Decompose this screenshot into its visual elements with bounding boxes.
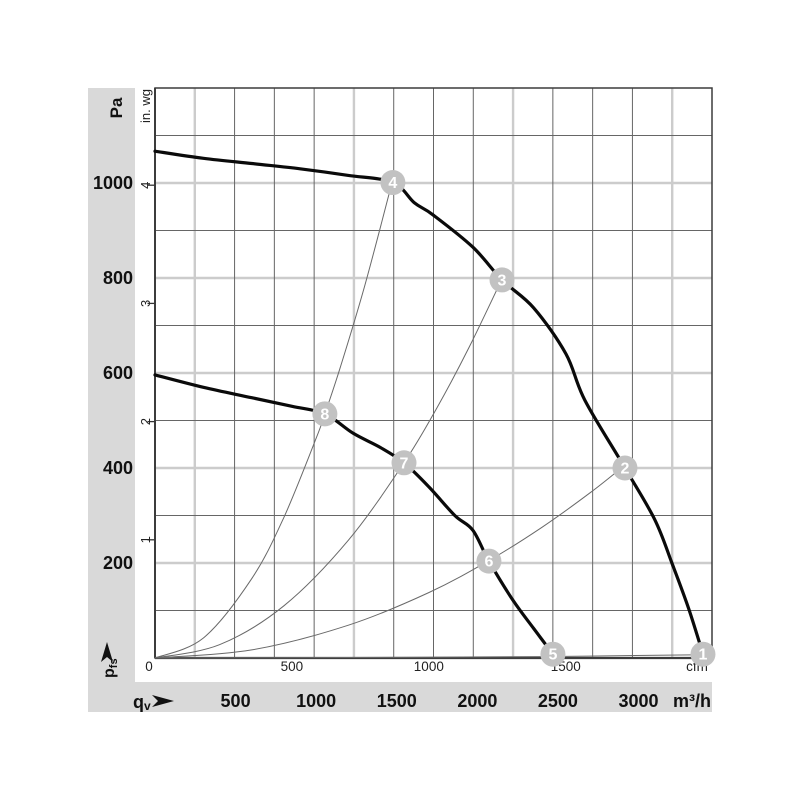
flow-direction-arrow-icon [152,695,174,707]
m3h-tick-label: 3000 [618,691,658,711]
operating-point-3 [489,267,515,293]
pa-tick-label: 1000 [93,173,133,193]
inwg-tick-label: 3 [138,300,153,307]
operating-point-5 [540,641,566,667]
m3h-tick-label: 2500 [538,691,578,711]
fan-curve-high-speed [153,149,705,656]
m3h-tick-label: 1500 [377,691,417,711]
operating-point-8 [312,401,338,427]
operating-point-1 [690,641,716,667]
operating-point-label-2: 2 [621,461,630,478]
operating-point-2 [612,455,638,481]
operating-point-label-6: 6 [484,554,493,571]
cfm-tick-label: 500 [281,659,304,674]
left-label-band [88,88,135,712]
qv-q: q [133,692,144,712]
operating-point-label-7: 7 [400,455,409,472]
axis-label-bands [88,88,712,712]
system-curve-4 [154,654,704,659]
qv-sub: v [144,699,151,713]
operating-point-7 [391,450,417,476]
flow-symbol-qv: qv [133,692,151,713]
operating-point-label-5: 5 [548,647,557,664]
inwg-tick-label: 4 [138,182,153,189]
axis-titles: Pa in. wg pfs qv cfm m³/h [101,89,711,713]
pfs-p: p [101,668,118,678]
pa-tick-label: 600 [103,363,133,383]
system-curve-2 [154,278,503,659]
pa-tick-label: 200 [103,553,133,573]
operating-point-label-4: 4 [388,175,397,192]
operating-point-label-3: 3 [498,272,507,289]
pressure-axis-title-inwg: in. wg [138,89,153,123]
system-curve-1 [154,178,394,659]
m3h-tick-label: 2000 [457,691,497,711]
operating-point-label-1: 1 [699,647,708,664]
operating-point-markers: 1 2 3 4 5 6 7 8 [312,170,716,667]
pressure-direction-arrow-icon [101,642,113,662]
pa-tick-label: 800 [103,268,133,288]
bottom-label-band [88,682,712,712]
operating-point-4 [380,170,406,196]
pfs-sub: fs [108,658,120,668]
operating-point-6 [476,548,502,574]
pa-tick-label: 400 [103,458,133,478]
m3h-tick-label: 500 [221,691,251,711]
chart-grid [155,88,712,658]
pressure-symbol-pfs: pfs [101,658,120,678]
cfm-tick-label: 1000 [414,659,444,674]
outer-flow-axis-unit: m³/h [673,691,711,711]
cfm-tick-label: 0 [145,659,153,674]
system-curve-3 [154,464,626,659]
operating-point-label-8: 8 [320,406,329,423]
curves [153,149,705,659]
pressure-axis-title-pa: Pa [107,97,126,118]
inwg-tick-label: 1 [138,536,153,543]
m3h-tick-label: 1000 [296,691,336,711]
inwg-tick-label: 2 [138,418,153,425]
